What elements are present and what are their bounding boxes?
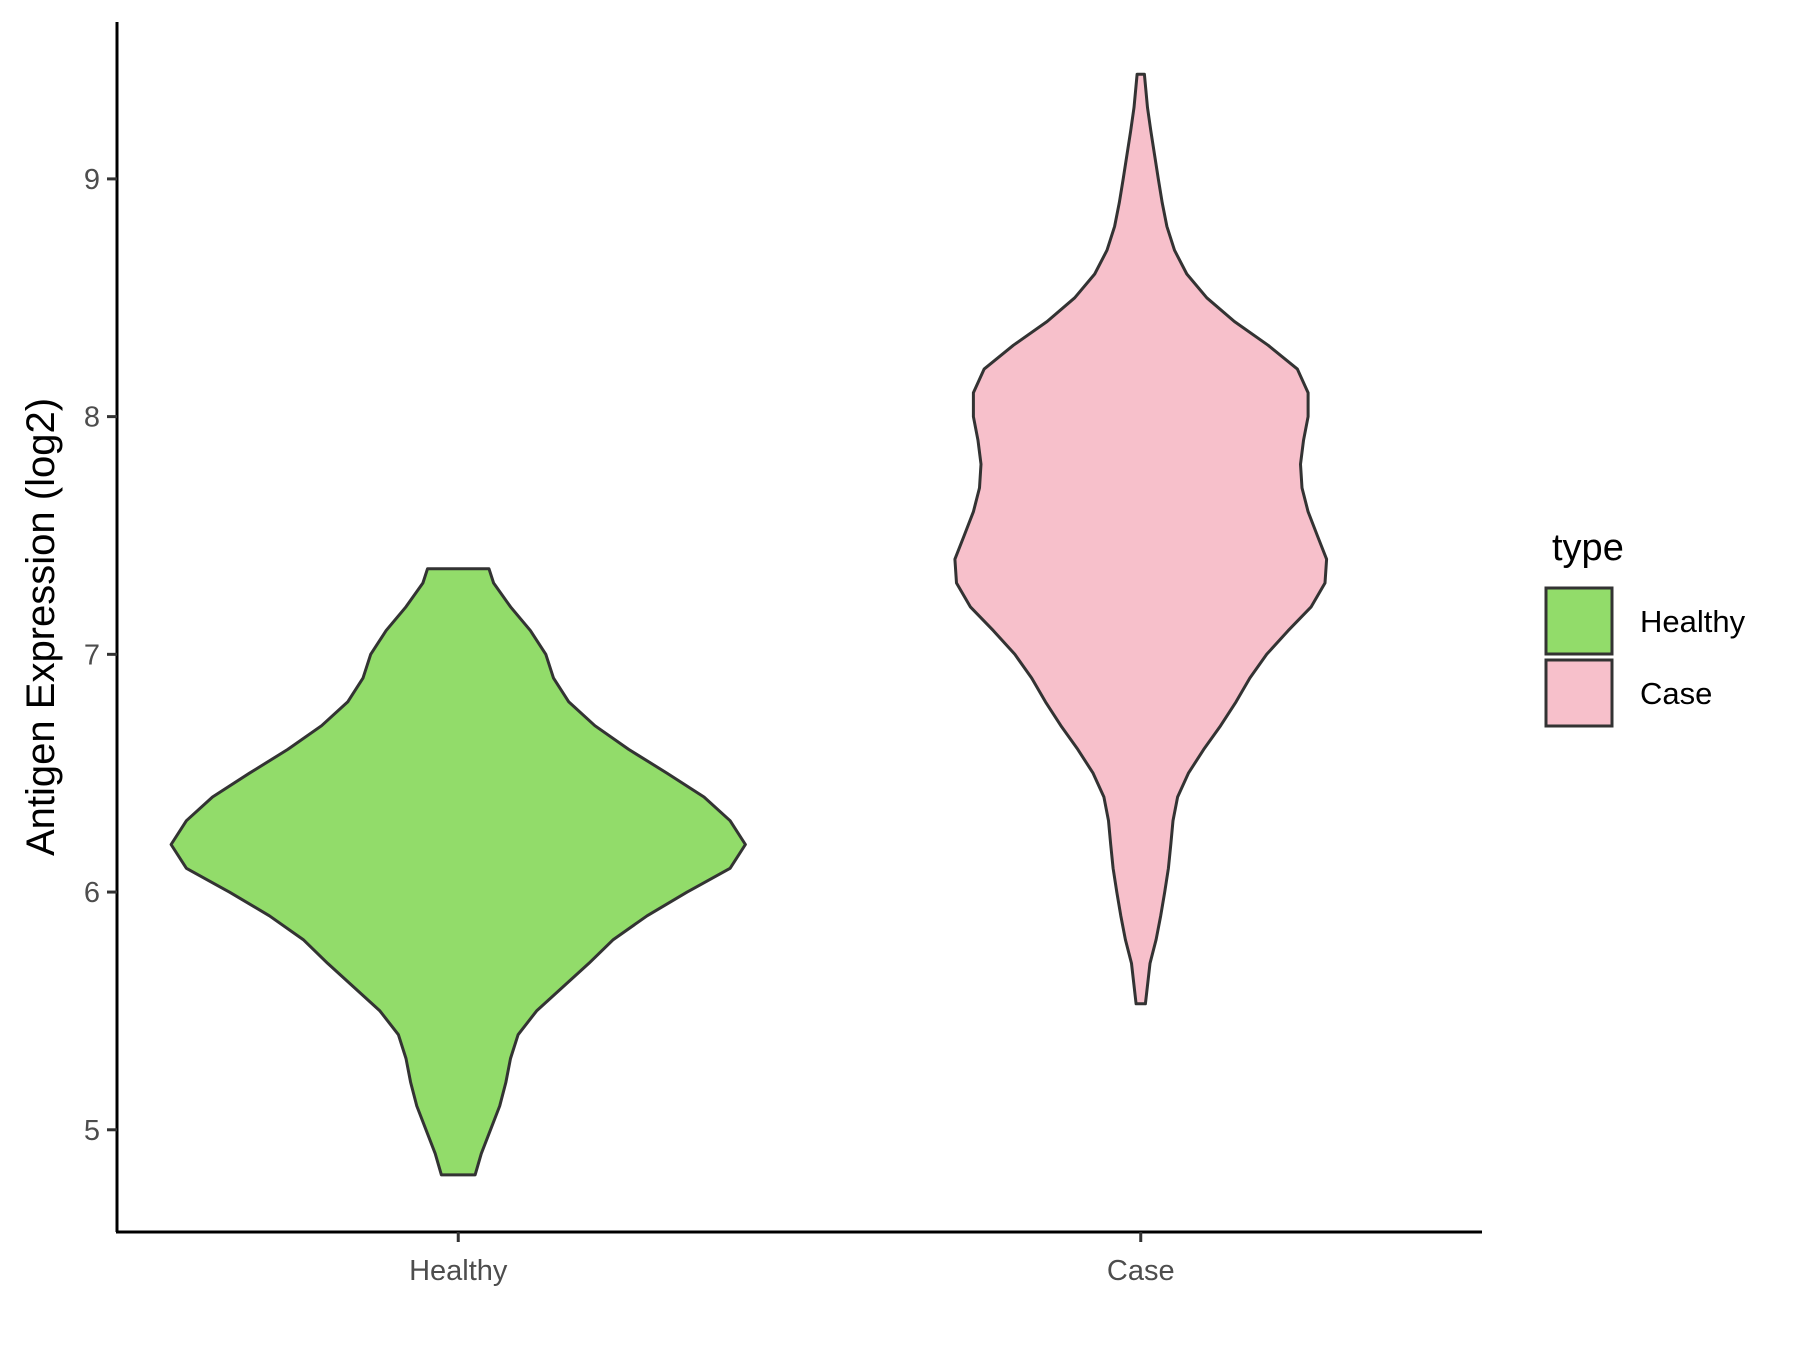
legend-title: type xyxy=(1552,527,1624,569)
x-tick-label-case: Case xyxy=(1107,1255,1175,1287)
legend-label-case: Case xyxy=(1640,676,1712,711)
legend-key-healthy xyxy=(1544,586,1614,656)
y-tick-label: 8 xyxy=(84,402,100,434)
legend: type Healthy Case xyxy=(1544,527,1746,728)
y-tick-label: 9 xyxy=(84,164,100,196)
y-axis-ticks: 5 6 7 8 9 xyxy=(84,164,117,1147)
y-tick-label: 5 xyxy=(84,1115,100,1147)
violin-healthy xyxy=(169,567,747,1177)
y-tick-label: 6 xyxy=(84,877,100,909)
legend-items: Healthy Case xyxy=(1544,586,1746,728)
x-axis-ticks: Healthy Case xyxy=(409,1232,1175,1287)
legend-key-case xyxy=(1544,658,1614,728)
y-axis-title: Antigen Expression (log2) xyxy=(19,398,63,856)
violin-case xyxy=(953,72,1329,1006)
x-tick-label-healthy: Healthy xyxy=(409,1255,508,1287)
legend-label-healthy: Healthy xyxy=(1640,604,1746,639)
y-tick-label: 7 xyxy=(84,639,100,671)
violin-layer xyxy=(169,72,1329,1177)
